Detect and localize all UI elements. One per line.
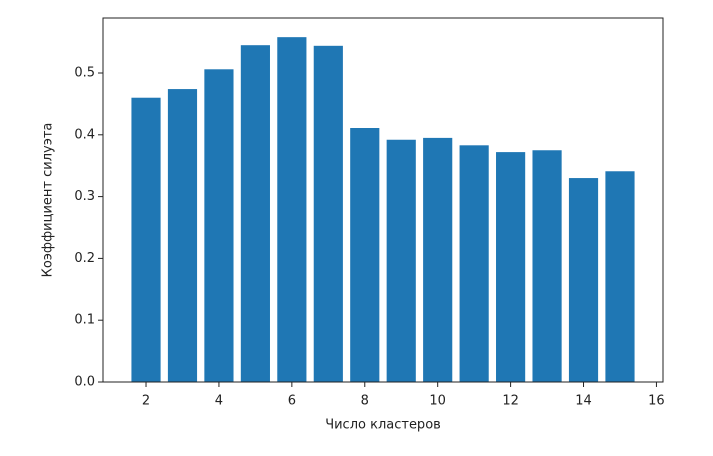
bar (605, 171, 635, 382)
bar (204, 69, 234, 383)
y-tick-label: 0.5 (74, 66, 95, 81)
bar (423, 137, 453, 382)
bar (167, 89, 198, 382)
plot-frame (102, 17, 664, 383)
bar (496, 152, 526, 382)
bar (459, 145, 489, 382)
x-tick-label: 8 (361, 394, 369, 409)
y-tick-label: 0.1 (74, 313, 95, 328)
bar (313, 45, 343, 383)
x-tick-label: 14 (575, 394, 592, 409)
bar (532, 150, 562, 382)
x-tick-label: 12 (502, 394, 519, 409)
x-tick-label: 10 (429, 394, 446, 409)
x-tick-label: 6 (288, 394, 296, 409)
y-tick-label: 0.0 (74, 375, 95, 390)
y-tick-label: 0.3 (74, 189, 95, 204)
y-axis-label: Коэффициент силуэта (41, 123, 56, 278)
y-tick-label: 0.2 (74, 251, 95, 266)
bar (568, 178, 599, 382)
x-tick-label: 2 (142, 394, 150, 409)
x-tick-label: 16 (648, 394, 665, 409)
bar (131, 97, 161, 383)
x-tick-label: 4 (215, 394, 223, 409)
bar (240, 45, 270, 383)
bar (350, 128, 380, 382)
bar (277, 37, 307, 382)
bar (386, 139, 416, 382)
x-axis-label: Число кластеров (325, 418, 441, 433)
y-tick-label: 0.4 (74, 127, 95, 142)
